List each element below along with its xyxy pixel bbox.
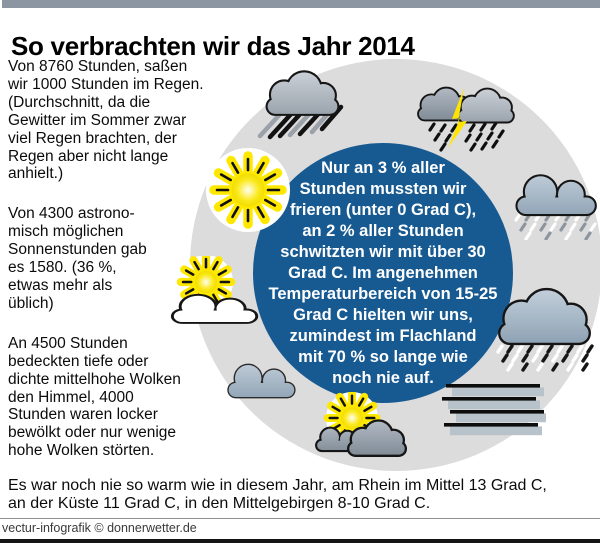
center-summary-text: Nur an 3 % aller Stunden mussten wir fri… (268, 158, 498, 387)
page-title: So verbrachten wir das Jahr 2014 (11, 31, 415, 62)
sleet-cloud-lower-icon (496, 286, 594, 372)
credit-text: vectur-infografik © donnerwetter.de (2, 521, 197, 535)
top-accent-bar (2, 0, 600, 8)
heavy-rain-cloud-icon (257, 66, 344, 140)
paragraph-cloud-hours: An 4500 Stunden bedeckten tiefe oder dic… (8, 334, 181, 460)
bright-sun-icon (206, 148, 290, 232)
center-summary-circle: Nur an 3 % aller Stunden mussten wir fri… (253, 143, 513, 403)
credit-divider (0, 518, 600, 519)
sun-behind-clouds-icon (312, 392, 408, 458)
sun-behind-white-cloud-icon (166, 256, 266, 326)
bottom-summary-text: Es war noch nie so warm wie in diesem Ja… (8, 477, 547, 512)
thunderstorm-icon (417, 86, 515, 152)
left-text-column: Von 8760 Stunden, saßen wir 1000 Stunden… (8, 58, 220, 482)
bottom-rule-bar (0, 539, 600, 543)
lightning-bolt-icon (448, 88, 467, 148)
gray-cloud-icon (227, 363, 296, 399)
paragraph-rain-hours: Von 8760 Stunden, saßen wir 1000 Stunden… (8, 58, 204, 183)
sleet-cloud-upper-icon (514, 166, 600, 240)
paragraph-sun-hours: Von 4300 astrono- misch möglichen Sonnen… (8, 205, 147, 312)
fog-icon (442, 384, 546, 436)
